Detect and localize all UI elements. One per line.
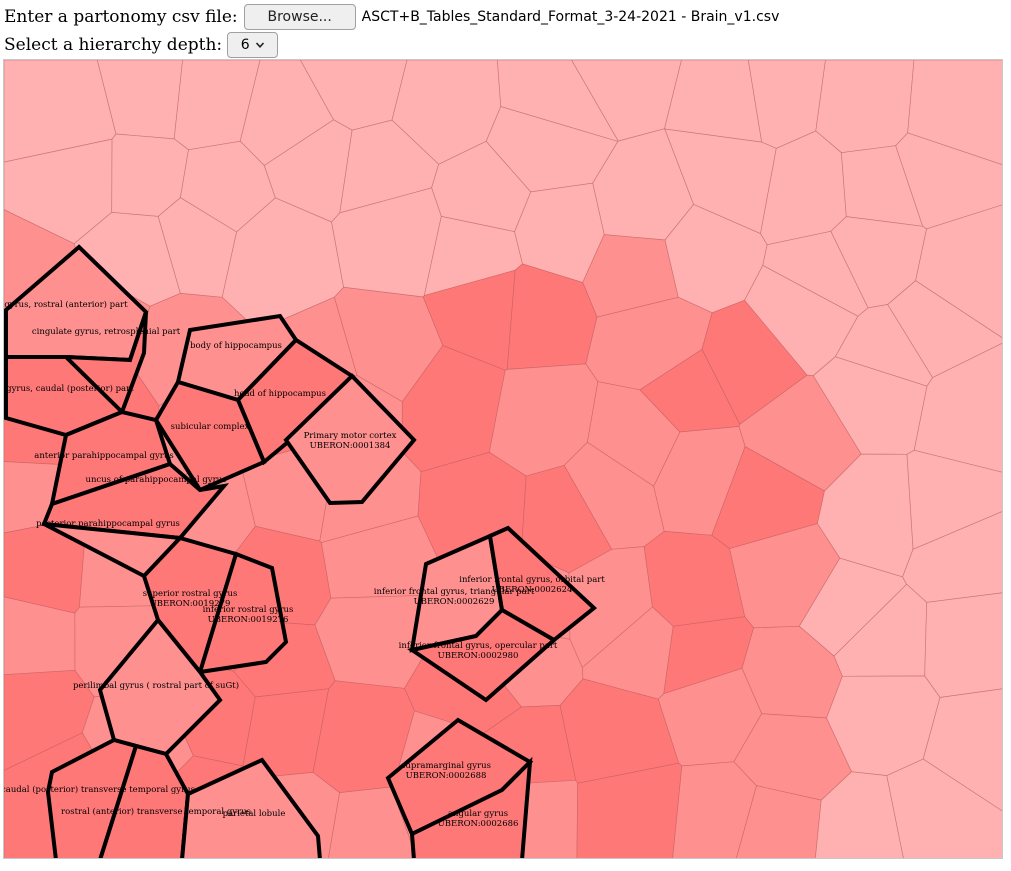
region-label-line: UBERON:0002980	[438, 651, 519, 661]
region-label: rostral (anterior) transverse temporal g…	[61, 806, 251, 817]
highlighted-region[interactable]	[283, 373, 417, 506]
region-label: inferior frontal gyrus, opercular part UB…	[399, 641, 558, 661]
region-label: perilimbal gyrus ( rostral part of suGt)	[73, 680, 239, 691]
region-label-line: inferior frontal gyrus, triangular part	[374, 587, 535, 597]
region-label-line: supramarginal gyrus	[401, 761, 491, 771]
voronoi-cell	[906, 449, 1002, 550]
region-label: posterior parahippocampal gyrus	[36, 519, 180, 529]
region-label-line: superior rostral gyrus	[143, 589, 238, 599]
region-label-line: UBERON:0019279	[150, 599, 231, 609]
region-label: parietal lobule	[223, 809, 286, 819]
region-label-line: Primary motor cortex	[304, 431, 397, 441]
voronoi-svg: gyrus, rostral (anterior) part cingulate …	[4, 60, 1002, 859]
region-label-line: angular gyrus	[448, 809, 508, 819]
region-label-line: uncus of parahippocampal gyrus	[85, 475, 226, 485]
region-label-line: e gyrus, caudal (posterior) part	[4, 383, 134, 394]
region-label-line: inferior rostral gyrus	[203, 605, 294, 615]
highlighted-regions	[4, 244, 598, 859]
region-label: inferior frontal gyrus, orbital part UBER…	[459, 575, 605, 595]
browse-button[interactable]: Browse...	[243, 4, 356, 30]
region-label-line: UBERON:0002629	[414, 597, 495, 607]
depth-select-row: Select a hierarchy depth: 6	[4, 31, 279, 59]
voronoi-cell	[886, 758, 1002, 858]
voronoi-cell	[907, 60, 1002, 165]
region-label: anterior parahippocampal gyrus	[34, 451, 173, 461]
region-label-line: gyrus, rostral (anterior) part	[4, 299, 128, 310]
region-label-line: UBERON:0002686	[438, 819, 519, 829]
region-label: angular gyrus UBERON:0002686	[438, 809, 519, 829]
region-label-line: inferior frontal gyrus, opercular part	[399, 641, 558, 651]
region-label-line: head of hippocampus	[234, 389, 326, 399]
selected-file-name: ASCT+B_Tables_Standard_Format_3-24-2021 …	[361, 9, 780, 25]
voronoi-cell	[924, 592, 1002, 698]
voronoi-cell	[664, 60, 763, 143]
region-label: body of hippocampus	[190, 341, 282, 351]
region-label: gyrus, rostral (anterior) part	[4, 299, 128, 310]
region-label-line: perilimbal gyrus ( rostral part of suGt)	[73, 680, 239, 691]
region-label: inferior frontal gyrus, triangular part U…	[374, 587, 535, 607]
file-input-row: Enter a partonomy csv file: Browse... AS…	[4, 3, 779, 31]
region-label: inferior rostral gyrus UBERON:0019276	[203, 605, 294, 625]
highlighted-region[interactable]	[407, 607, 558, 703]
region-label-line: posterior parahippocampal gyrus	[36, 519, 180, 529]
highlighted-region[interactable]	[49, 409, 173, 508]
depth-select-value: 6	[240, 37, 250, 53]
highlighted-region[interactable]	[45, 737, 139, 859]
chevron-down-icon	[255, 42, 264, 48]
region-label-line: UBERON:0002624	[492, 585, 573, 595]
region-label-line: rostral (anterior) transverse temporal g…	[61, 806, 251, 817]
region-label-line: caudal (posterior) transverse temporal g…	[4, 784, 195, 795]
highlighted-region[interactable]	[153, 379, 267, 493]
depth-select-label: Select a hierarchy depth:	[4, 35, 223, 55]
region-label: e gyrus, caudal (posterior) part	[4, 383, 134, 394]
voronoi-cell	[815, 60, 915, 154]
region-labels: gyrus, rostral (anterior) part cingulate …	[4, 299, 605, 829]
highlighted-region[interactable]	[487, 525, 598, 643]
file-input-label: Enter a partonomy csv file:	[4, 7, 238, 27]
region-label: uncus of parahippocampal gyrus	[85, 475, 226, 485]
region-label-line: inferior frontal gyrus, orbital part	[459, 575, 605, 585]
highlighted-region[interactable]	[180, 757, 322, 859]
region-label: superior rostral gyrus UBERON:0019279	[143, 589, 238, 609]
region-label: cingulate gyrus, retrosplenial part	[32, 327, 181, 337]
region-label-line: UBERON:0019276	[208, 615, 289, 625]
region-label: Primary motor cortex UBERON:0001384	[304, 431, 397, 451]
region-label: supramarginal gyrus UBERON:0002688	[401, 761, 491, 781]
highlighted-region[interactable]	[409, 756, 533, 859]
hierarchy-depth-select[interactable]: 6	[227, 32, 279, 58]
region-label: subicular complex	[171, 422, 250, 432]
region-label: head of hippocampus	[234, 389, 326, 399]
highlighted-region[interactable]	[197, 551, 289, 675]
region-label-line: UBERON:0001384	[310, 441, 391, 451]
region-label-line: body of hippocampus	[190, 341, 282, 351]
region-label: caudal (posterior) transverse temporal g…	[4, 784, 195, 795]
region-label-line: parietal lobule	[223, 809, 286, 819]
voronoi-cell	[913, 342, 1002, 473]
background-cells	[4, 60, 1002, 858]
voronoi-treemap: gyrus, rostral (anterior) part cingulate …	[3, 59, 1003, 859]
region-label-line: UBERON:0002688	[406, 771, 487, 781]
region-label-line: subicular complex	[171, 422, 250, 432]
region-label-line: cingulate gyrus, retrosplenial part	[32, 327, 181, 337]
region-label-line: anterior parahippocampal gyrus	[34, 451, 173, 461]
voronoi-cell	[887, 280, 1002, 379]
